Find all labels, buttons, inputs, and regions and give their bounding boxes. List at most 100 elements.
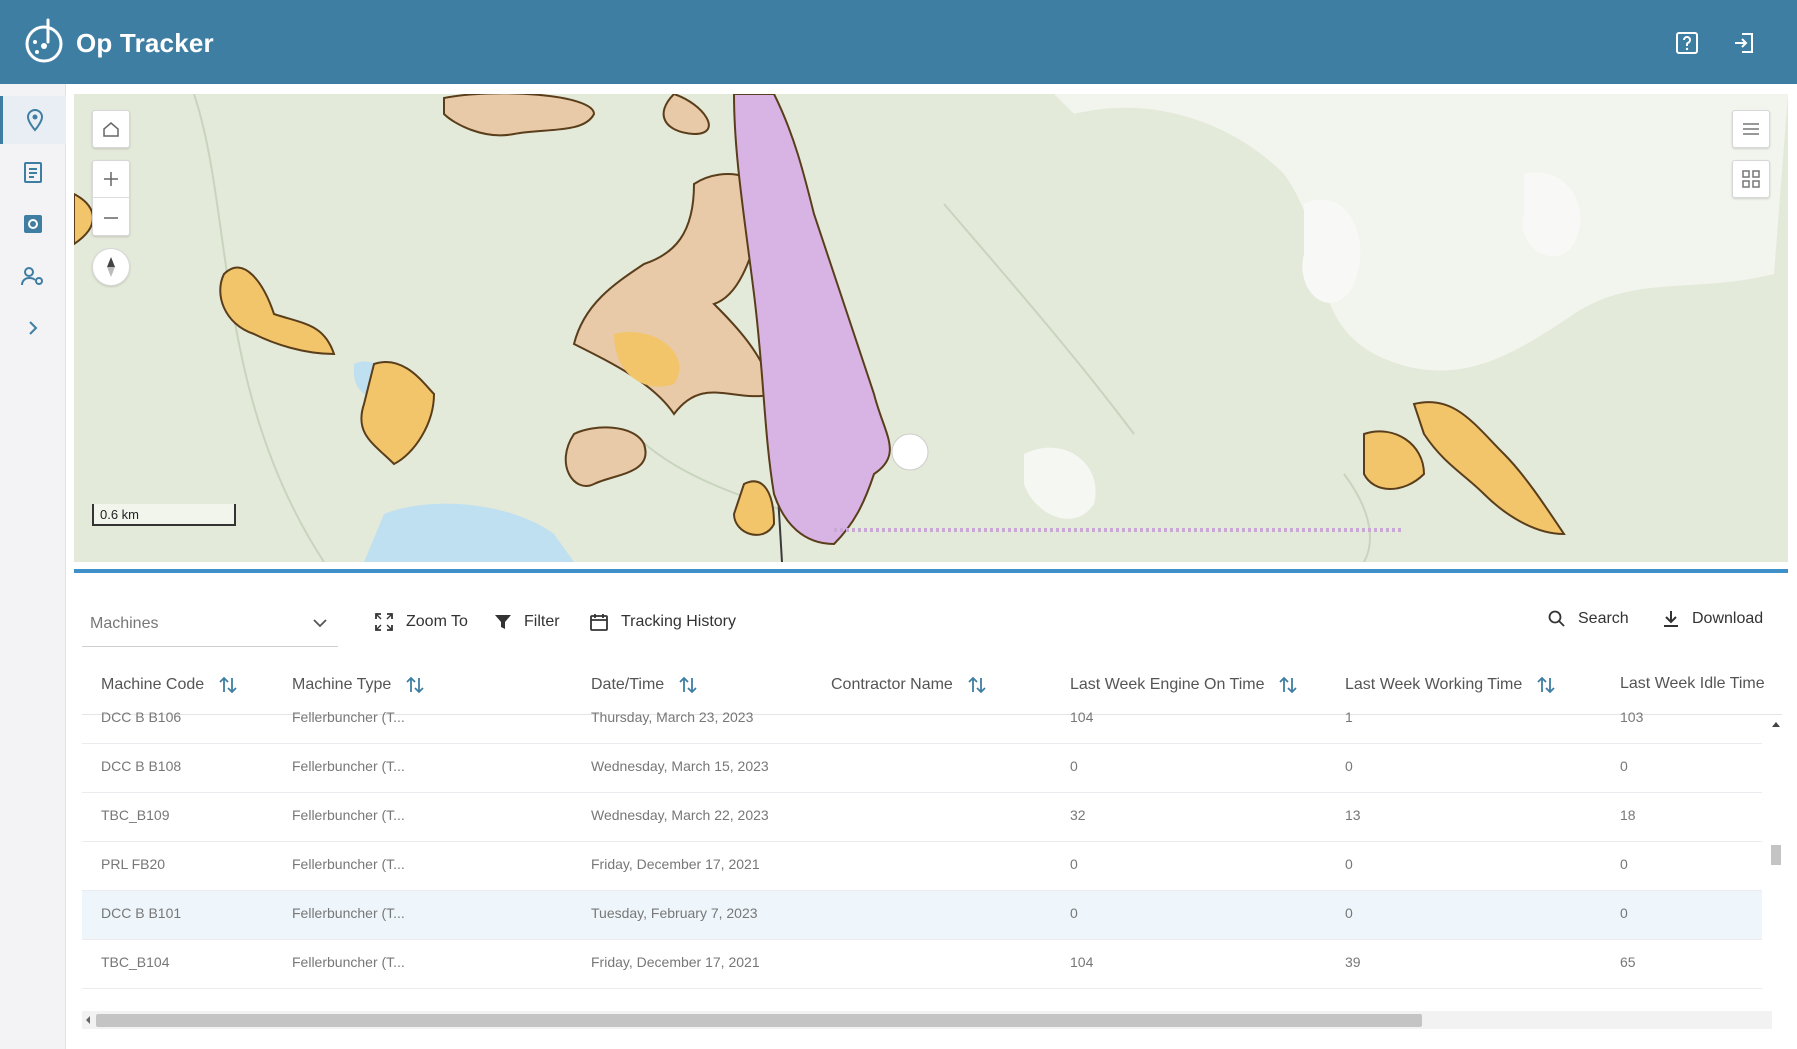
column-header[interactable]: Last Week Working Time [1345, 675, 1556, 695]
sidebar-item-map[interactable] [0, 96, 66, 144]
cell-date-time: Friday, December 17, 2021 [591, 856, 760, 872]
table-row[interactable]: TBC_B109 Fellerbuncher (T... Wednesday, … [82, 793, 1762, 842]
user-settings-icon [21, 267, 43, 286]
cell-working-time: 0 [1345, 856, 1353, 872]
tracking-history-button[interactable]: Tracking History [589, 609, 736, 635]
column-header[interactable]: Last Week Idle Time [1620, 675, 1765, 693]
cell-engine-on-time: 0 [1070, 856, 1078, 872]
compass-icon [107, 257, 115, 277]
cell-machine-type: Fellerbuncher (T... [292, 807, 405, 823]
sort-icon [968, 676, 986, 694]
cell-engine-on-time: 0 [1070, 905, 1078, 921]
scroll-left-icon [86, 1016, 90, 1024]
help-button[interactable] [1672, 28, 1702, 58]
attribute-panel: Machines Zoom To Filter Tracking History… [74, 569, 1788, 1049]
cell-idle-time: 0 [1620, 758, 1628, 774]
search-button[interactable]: Search [1548, 606, 1629, 632]
cell-machine-type: Fellerbuncher (T... [292, 709, 405, 725]
app-title: Op Tracker [76, 28, 214, 58]
logout-button[interactable] [1729, 28, 1759, 58]
zoom-in-button[interactable] [93, 161, 129, 198]
map-qr-button[interactable] [1732, 160, 1770, 198]
sort-icon [1279, 676, 1298, 694]
cell-machine-code: DCC B B101 [101, 905, 182, 921]
sort-icon [406, 676, 424, 694]
search-icon [1548, 610, 1565, 627]
cell-engine-on-time: 0 [1070, 758, 1078, 774]
map-layers-button[interactable] [1732, 110, 1770, 148]
zoom-to-button[interactable]: Zoom To [374, 609, 468, 635]
sort-icon [1537, 676, 1555, 694]
chevron-down-icon [313, 619, 327, 628]
column-header[interactable]: Machine Code [101, 675, 238, 695]
qr-grid-icon [1742, 170, 1760, 188]
cell-date-time: Tuesday, February 7, 2023 [591, 905, 758, 921]
search-label: Search [1578, 610, 1629, 627]
table-row[interactable]: TBC_B104 Fellerbuncher (T... Friday, Dec… [82, 940, 1762, 989]
zoom-control [92, 160, 130, 236]
cell-engine-on-time: 32 [1070, 807, 1086, 823]
sidebar-item-users[interactable] [0, 252, 66, 300]
zoom-out-button[interactable] [93, 199, 129, 236]
column-header[interactable]: Date/Time [591, 675, 698, 695]
table-row[interactable]: DCC B B108 Fellerbuncher (T... Wednesday… [82, 744, 1762, 793]
sidebar [0, 84, 66, 1049]
cell-machine-code: DCC B B108 [101, 758, 182, 774]
sidebar-expand-button[interactable] [0, 304, 66, 352]
column-header-label: Last Week Engine On Time [1070, 676, 1265, 693]
filter-label: Filter [524, 613, 560, 630]
column-header[interactable]: Machine Type [292, 675, 425, 695]
cell-machine-type: Fellerbuncher (T... [292, 905, 405, 921]
cell-working-time: 0 [1345, 758, 1353, 774]
column-header[interactable]: Contractor Name [831, 675, 987, 695]
layer-select-value: Machines [90, 614, 159, 632]
zoom-in-icon [104, 172, 118, 186]
horizontal-scroll-thumb[interactable] [96, 1014, 1422, 1027]
sidebar-item-reports[interactable] [0, 148, 66, 196]
column-header-label: Machine Type [292, 676, 392, 693]
cell-machine-code: DCC B B106 [101, 709, 182, 725]
cell-engine-on-time: 104 [1070, 709, 1094, 725]
settings-box-icon [24, 215, 42, 233]
table-row[interactable]: DCC B B106 Fellerbuncher (T... Thursday,… [82, 695, 1762, 744]
cell-machine-type: Fellerbuncher (T... [292, 758, 405, 774]
home-icon [103, 122, 119, 137]
tracking-history-label: Tracking History [621, 613, 736, 630]
cell-date-time: Wednesday, March 22, 2023 [591, 807, 769, 823]
chevron-right-icon [29, 321, 38, 335]
column-header-label: Last Week Working Time [1345, 676, 1523, 693]
calendar-icon [590, 614, 608, 631]
table-header: Machine Code Machine Type Date/Time Cont… [82, 653, 1782, 715]
sort-icon [219, 676, 237, 694]
cell-working-time: 1 [1345, 709, 1353, 725]
table-horizontal-scrollbar[interactable] [82, 1011, 1772, 1029]
layer-select[interactable]: Machines [82, 601, 338, 647]
app-header: Op Tracker [0, 0, 1797, 84]
cell-working-time: 13 [1345, 807, 1361, 823]
cell-date-time: Friday, December 17, 2021 [591, 954, 760, 970]
cell-working-time: 0 [1345, 905, 1353, 921]
cell-machine-code: TBC_B104 [101, 954, 170, 970]
column-header[interactable]: Last Week Engine On Time [1070, 675, 1298, 695]
filter-button[interactable]: Filter [494, 609, 560, 635]
table-row[interactable]: PRL FB20 Fellerbuncher (T... Friday, Dec… [82, 842, 1762, 891]
download-label: Download [1692, 610, 1764, 627]
cell-machine-type: Fellerbuncher (T... [292, 856, 405, 872]
cell-idle-time: 18 [1620, 807, 1636, 823]
map-view[interactable]: 0.6 km [74, 94, 1788, 562]
sort-icon [679, 676, 697, 694]
zoom-to-icon [375, 613, 393, 631]
map-home-button[interactable] [92, 110, 130, 148]
vertical-scroll-thumb[interactable] [1771, 845, 1781, 865]
table-vertical-scrollbar[interactable] [1770, 715, 1782, 1015]
filter-icon [495, 615, 511, 629]
compass-button[interactable] [92, 248, 130, 286]
table-row-selected[interactable]: DCC B B101 Fellerbuncher (T... Tuesday, … [82, 891, 1762, 940]
cell-working-time: 39 [1345, 954, 1361, 970]
map-scale-bar: 0.6 km [92, 504, 236, 526]
app-logo-icon [25, 18, 63, 63]
download-button[interactable]: Download [1662, 606, 1763, 632]
sidebar-item-settings[interactable] [0, 200, 66, 248]
cell-engine-on-time: 104 [1070, 954, 1094, 970]
cell-date-time: Wednesday, March 15, 2023 [591, 758, 769, 774]
